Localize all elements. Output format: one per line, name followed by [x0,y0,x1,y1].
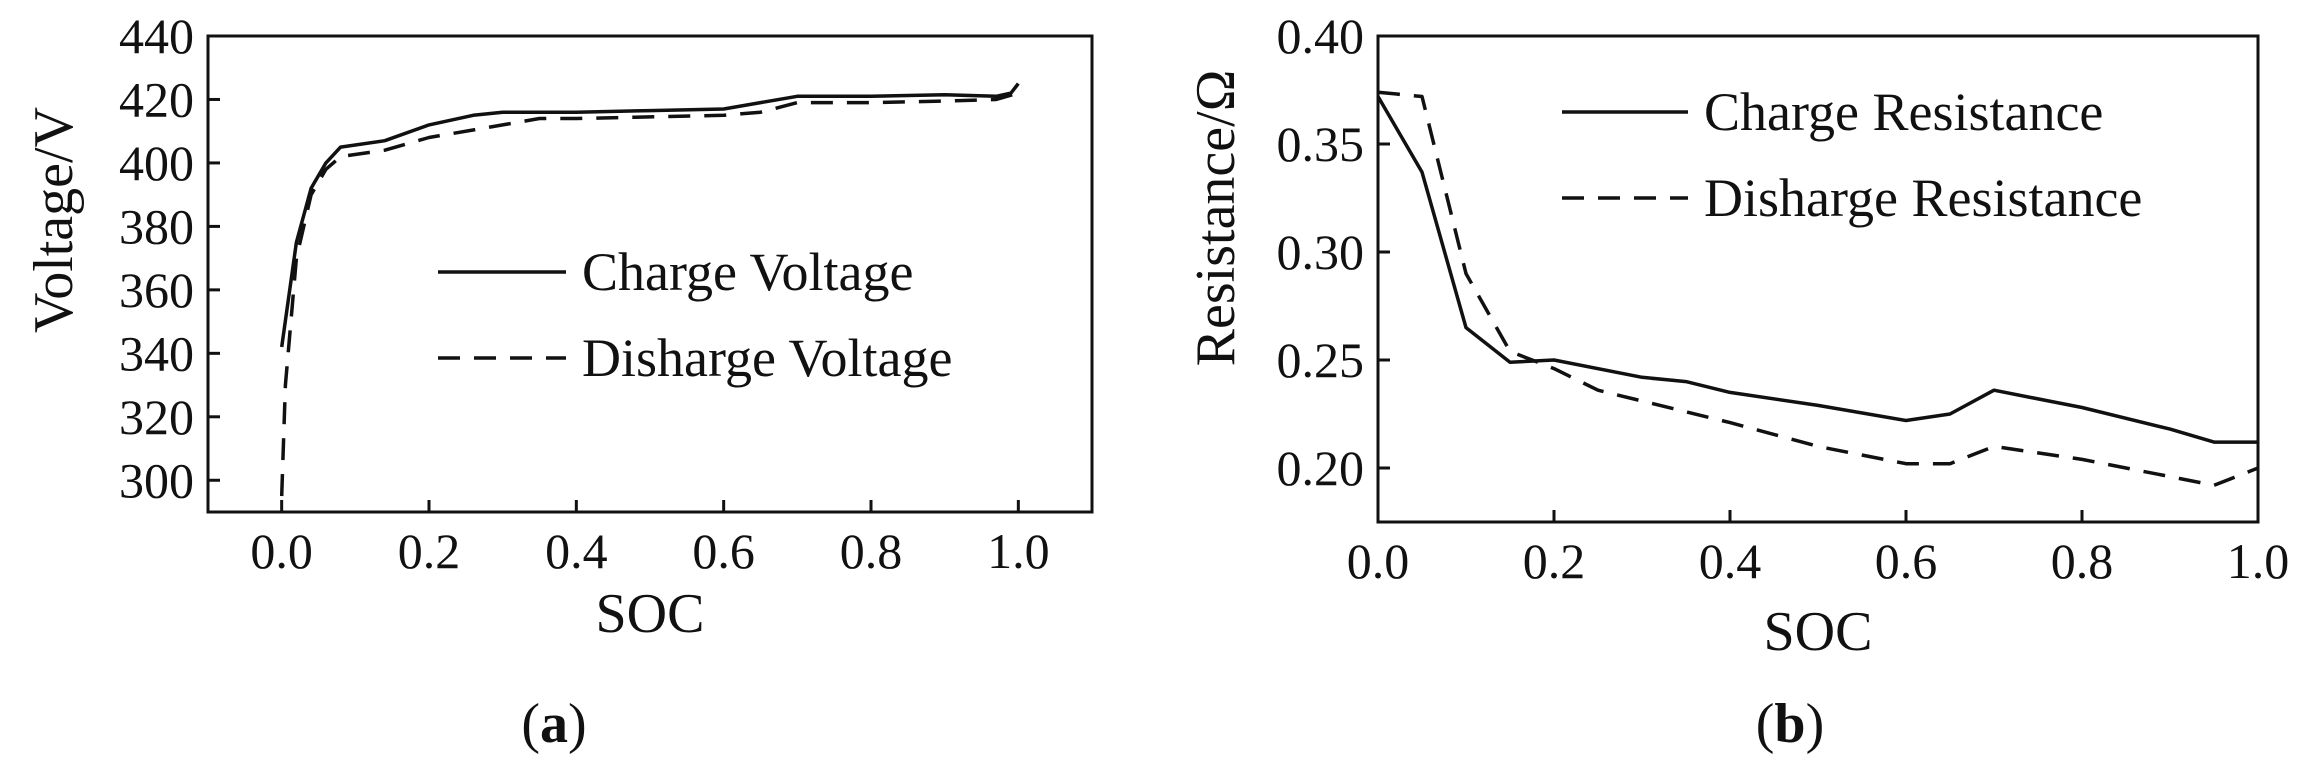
panel-a-voltage-chart: 300 320 340 360 380 400 420 440 0.0 0.2 0.4 0.6 0.8 1… [23,8,1094,755]
y-tick-label: 0.25 [1277,332,1365,388]
panel-label-open: ( [1756,693,1775,755]
panel-label-letter: a [540,693,568,755]
y-axis-label: Resistance/Ω [1185,70,1247,367]
legend: Charge Resistance Disharge Resistance [1562,82,2142,228]
x-tick-label: 0.6 [692,523,755,579]
y-tick-label: 300 [119,452,194,508]
y-tick-label: 340 [119,325,194,381]
legend: Charge Voltage Disharge Voltage [438,242,952,388]
y-axis-label: Voltage/V [23,107,85,333]
x-tick-label: 0.4 [1699,533,1762,589]
y-tick-label: 0.40 [1277,8,1365,64]
x-tick-label: 0.2 [1523,533,1586,589]
panel-label-close: ) [1806,693,1825,755]
x-tick-label: 0.8 [840,523,903,579]
legend-label: Charge Voltage [582,242,913,302]
y-tick-label: 420 [119,71,194,127]
series-line-charge-voltage [279,82,1020,348]
x-tick-label: 0.0 [1347,533,1410,589]
series-line-disharge-voltage [279,91,1019,497]
panel-b-resistance-chart: 0.20 0.25 0.30 0.35 0.40 0.0 0.2 0.4 0.6 0.8 1.0 SO… [1185,8,2289,755]
x-tick-label: 0.4 [545,523,608,579]
y-tick-label: 0.20 [1277,440,1365,496]
panel-label: (a) [521,693,586,755]
x-axis-label: SOC [596,583,705,645]
panel-label: (b) [1756,693,1824,755]
x-tick-label: 0.2 [398,523,461,579]
panel-label-open: ( [521,693,540,755]
x-tick-label: 1.0 [987,523,1050,579]
y-tick-label: 380 [119,198,194,254]
panel-label-letter: b [1774,693,1805,755]
y-tick-label: 360 [119,262,194,318]
y-tick-label: 400 [119,135,194,191]
legend-label: Charge Resistance [1704,82,2103,142]
legend-label: Disharge Resistance [1704,168,2142,228]
y-tick-label: 320 [119,389,194,445]
series-line-charge-resistance [1376,95,2258,444]
plot-frame [1376,34,2260,524]
x-axis-label: SOC [1764,601,1873,663]
y-tick-label: 0.30 [1277,224,1365,280]
plot-frame [206,34,1094,514]
x-tick-label: 1.0 [2227,533,2290,589]
series-line-disharge-resistance [1377,90,2259,488]
legend-label: Disharge Voltage [582,328,952,388]
panel-label-close: ) [568,693,587,755]
x-tick-label: 0.0 [250,523,313,579]
y-tick-label: 0.35 [1277,116,1365,172]
x-tick-label: 0.8 [2051,533,2114,589]
y-tick-label: 440 [119,8,194,64]
x-tick-label: 0.6 [1875,533,1938,589]
